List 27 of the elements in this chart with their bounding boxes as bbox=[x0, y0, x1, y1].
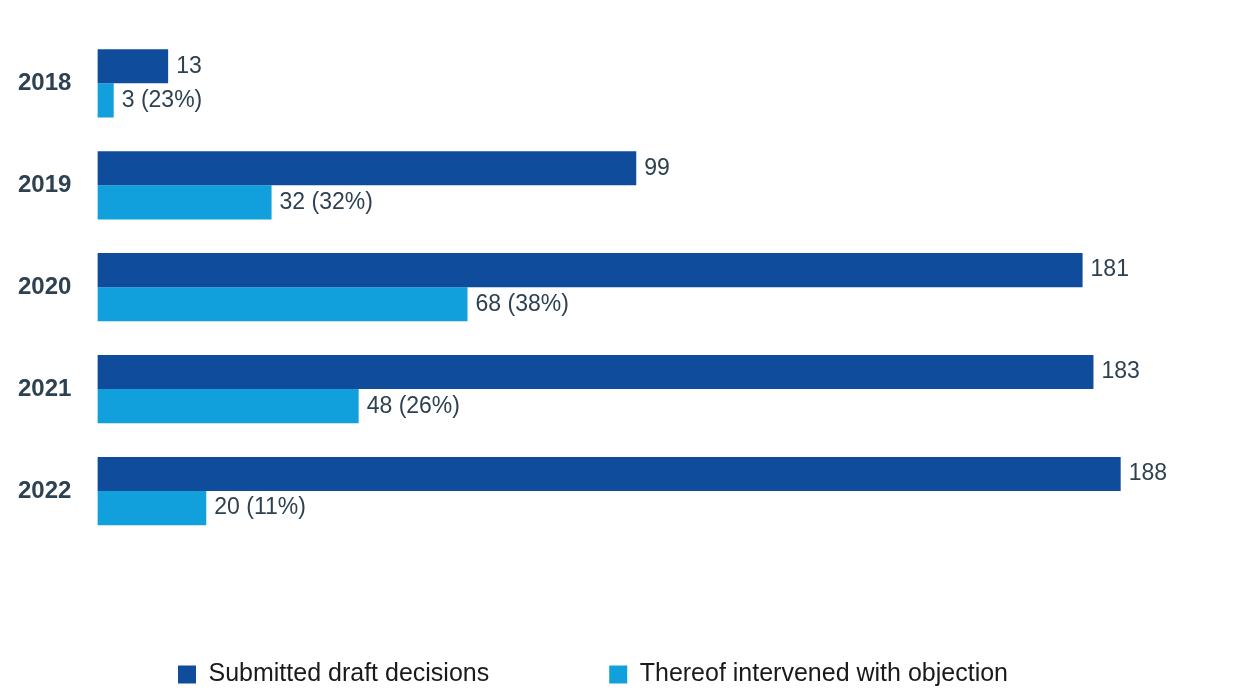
data-label: 32 (32%) bbox=[279, 187, 373, 214]
data-label: 68 (38%) bbox=[475, 289, 569, 316]
bar bbox=[97, 151, 637, 186]
bar bbox=[97, 49, 169, 84]
bar bbox=[97, 354, 1094, 390]
bar bbox=[97, 389, 359, 424]
legend-label: Thereof intervened with objection bbox=[639, 658, 1008, 687]
y-tick-label: 2018 bbox=[18, 67, 72, 95]
y-tick-label: 2019 bbox=[18, 169, 72, 197]
data-label: 188 bbox=[1128, 459, 1168, 486]
data-label: 181 bbox=[1090, 255, 1129, 282]
legend-label: Submitted draft decisions bbox=[208, 658, 490, 687]
data-label: 20 (11%) bbox=[214, 493, 306, 520]
bar bbox=[97, 456, 1121, 492]
bar bbox=[97, 491, 207, 526]
y-tick-label: 2022 bbox=[18, 475, 72, 503]
data-label: 3 (23%) bbox=[121, 85, 203, 112]
bar bbox=[97, 287, 468, 322]
data-label: 183 bbox=[1101, 357, 1140, 384]
y-tick-label: 2020 bbox=[18, 271, 72, 299]
data-label: 99 bbox=[644, 153, 670, 180]
bar bbox=[97, 185, 272, 220]
bar bbox=[97, 83, 114, 118]
data-label: 13 bbox=[176, 51, 202, 78]
bar bbox=[97, 253, 1083, 288]
data-label: 48 (26%) bbox=[366, 391, 460, 418]
y-tick-label: 2021 bbox=[18, 373, 72, 401]
